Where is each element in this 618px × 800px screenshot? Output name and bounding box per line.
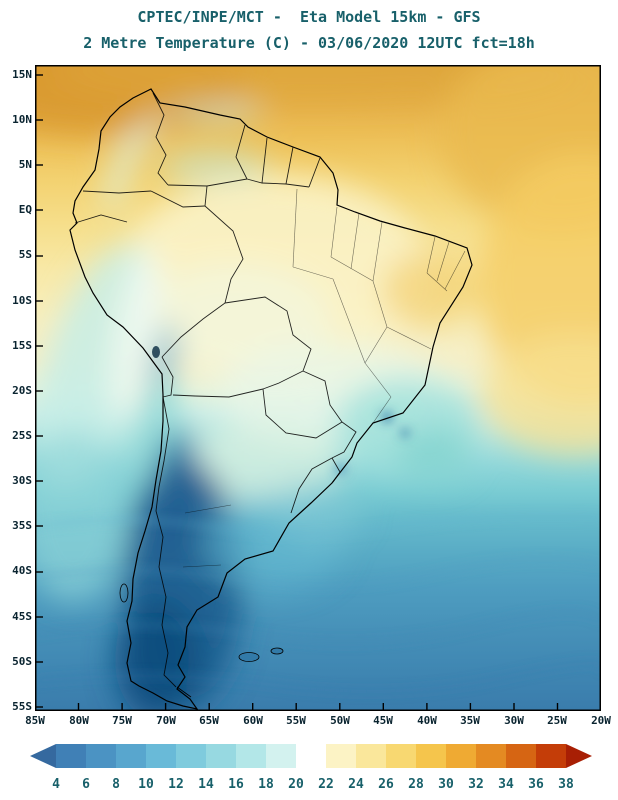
lat-ticks	[35, 74, 43, 708]
colorbar-tick-label: 28	[408, 777, 424, 792]
lon-label: 20W	[591, 714, 611, 727]
colorbar-segment	[56, 744, 86, 768]
colorbar-tick-label: 38	[558, 777, 574, 792]
lat-label: 25S	[12, 429, 32, 442]
lon-label: 30W	[504, 714, 524, 727]
colorbar-tick-label: 4	[52, 777, 60, 792]
colorbar-segment	[446, 744, 476, 768]
colorbar-tick-label: 22	[318, 777, 334, 792]
lat-label: 35S	[12, 519, 32, 532]
colorbar-tick-labels: 4 6 8 10 12 14 16 18 20 22 24 26 28 30 3…	[52, 777, 574, 792]
lon-ticks	[35, 703, 601, 711]
colorbar-tick-label: 32	[468, 777, 484, 792]
colorbar-tick-label: 20	[288, 777, 304, 792]
map-frame	[35, 65, 601, 711]
temperature-detail	[35, 411, 601, 694]
colorbar-tick-label: 16	[228, 777, 244, 792]
lat-label: 10N	[12, 113, 32, 126]
lon-label: 55W	[286, 714, 306, 727]
lon-label: 70W	[156, 714, 176, 727]
colorbar-tick-label: 26	[378, 777, 394, 792]
colorbar-segment	[416, 744, 446, 768]
colorbar-right-arrow	[566, 744, 592, 768]
lon-label: 25W	[547, 714, 567, 727]
lat-label: 30S	[12, 474, 32, 487]
colorbar-segment	[506, 744, 536, 768]
temperature-colorbar: 4 6 8 10 12 14 16 18 20 22 24 26 28 30 3…	[30, 744, 592, 792]
colorbar-segment	[116, 744, 146, 768]
colorbar-tick-label: 6	[82, 777, 90, 792]
lon-label: 35W	[460, 714, 480, 727]
coastline	[69, 88, 473, 710]
colorbar-tick-label: 18	[258, 777, 274, 792]
lon-label: 75W	[112, 714, 132, 727]
colorbar-tick-label: 24	[348, 777, 364, 792]
colorbar-segment	[146, 744, 176, 768]
lat-label: 50S	[12, 655, 32, 668]
lat-label: 15S	[12, 339, 32, 352]
lat-label: 5N	[18, 158, 32, 171]
colorbar-segment	[386, 744, 416, 768]
lat-label: 55S	[12, 700, 32, 713]
lat-label: 20S	[12, 384, 32, 397]
colorbar-segment	[536, 744, 566, 768]
colorbar-segments	[30, 744, 592, 768]
lat-label: 5S	[18, 248, 32, 261]
map-panel	[35, 65, 601, 711]
lat-label: 40S	[12, 564, 32, 577]
lon-label: 60W	[243, 714, 263, 727]
colorbar-segment	[86, 744, 116, 768]
lon-label: 80W	[69, 714, 89, 727]
colorbar-segment	[356, 744, 386, 768]
colorbar-tick-label: 30	[438, 777, 454, 792]
colorbar-segment	[176, 744, 206, 768]
colorbar-tick-label: 12	[168, 777, 184, 792]
colorbar-left-arrow	[30, 744, 56, 768]
country-borders	[74, 92, 357, 688]
colorbar-segment	[476, 744, 506, 768]
lat-label: 45S	[12, 610, 32, 623]
colorbar-segment	[326, 744, 356, 768]
lat-label: EQ	[18, 203, 32, 216]
page-title: CPTEC/INPE/MCT - Eta Model 15km - GFS	[137, 8, 481, 26]
lon-label: 50W	[330, 714, 350, 727]
lon-label: 40W	[417, 714, 437, 727]
lon-label: 85W	[25, 714, 45, 727]
lon-label: 65W	[199, 714, 219, 727]
temperature-map	[35, 65, 601, 711]
colorbar-segment	[236, 744, 266, 768]
lat-label: 15N	[12, 68, 32, 81]
colorbar-tick-label: 36	[528, 777, 544, 792]
page-subtitle: 2 Metre Temperature (C) - 03/06/2020 12U…	[83, 34, 535, 52]
colorbar-tick-label: 34	[498, 777, 514, 792]
colorbar-tick-label: 8	[112, 777, 120, 792]
colorbar-segment	[296, 744, 326, 768]
colorbar-tick-label: 10	[138, 777, 154, 792]
colorbar-tick-label: 14	[198, 777, 214, 792]
colorbar-segment	[206, 744, 236, 768]
state-borders	[182, 188, 466, 568]
lon-label: 45W	[373, 714, 393, 727]
colorbar-segment	[266, 744, 296, 768]
colorbar-panel: 4 6 8 10 12 14 16 18 20 22 24 26 28 30 3…	[24, 742, 598, 794]
lat-label: 10S	[12, 294, 32, 307]
